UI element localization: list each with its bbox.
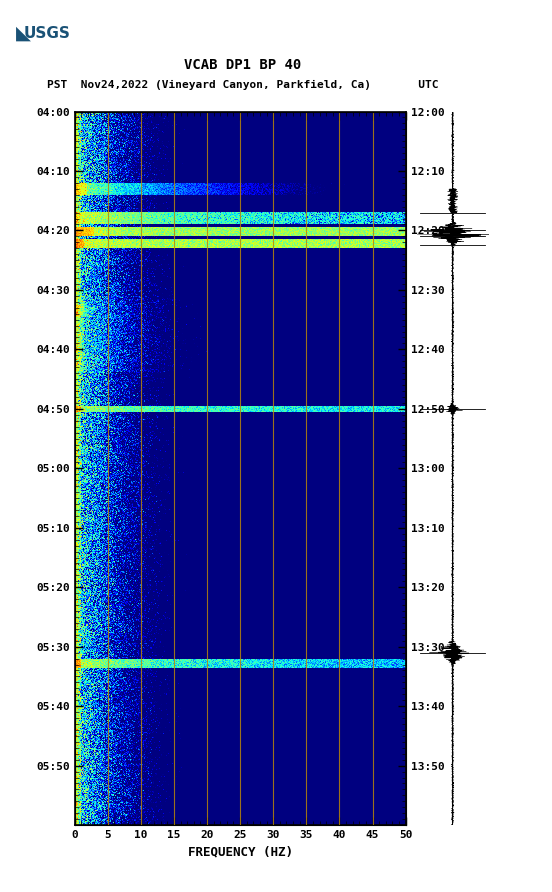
Text: USGS: USGS xyxy=(24,26,71,41)
Text: VCAB DP1 BP 40: VCAB DP1 BP 40 xyxy=(184,58,301,72)
Text: PST  Nov24,2022 (Vineyard Canyon, Parkfield, Ca)       UTC: PST Nov24,2022 (Vineyard Canyon, Parkfie… xyxy=(47,79,439,90)
X-axis label: FREQUENCY (HZ): FREQUENCY (HZ) xyxy=(188,846,293,858)
Text: ◣: ◣ xyxy=(17,24,31,43)
